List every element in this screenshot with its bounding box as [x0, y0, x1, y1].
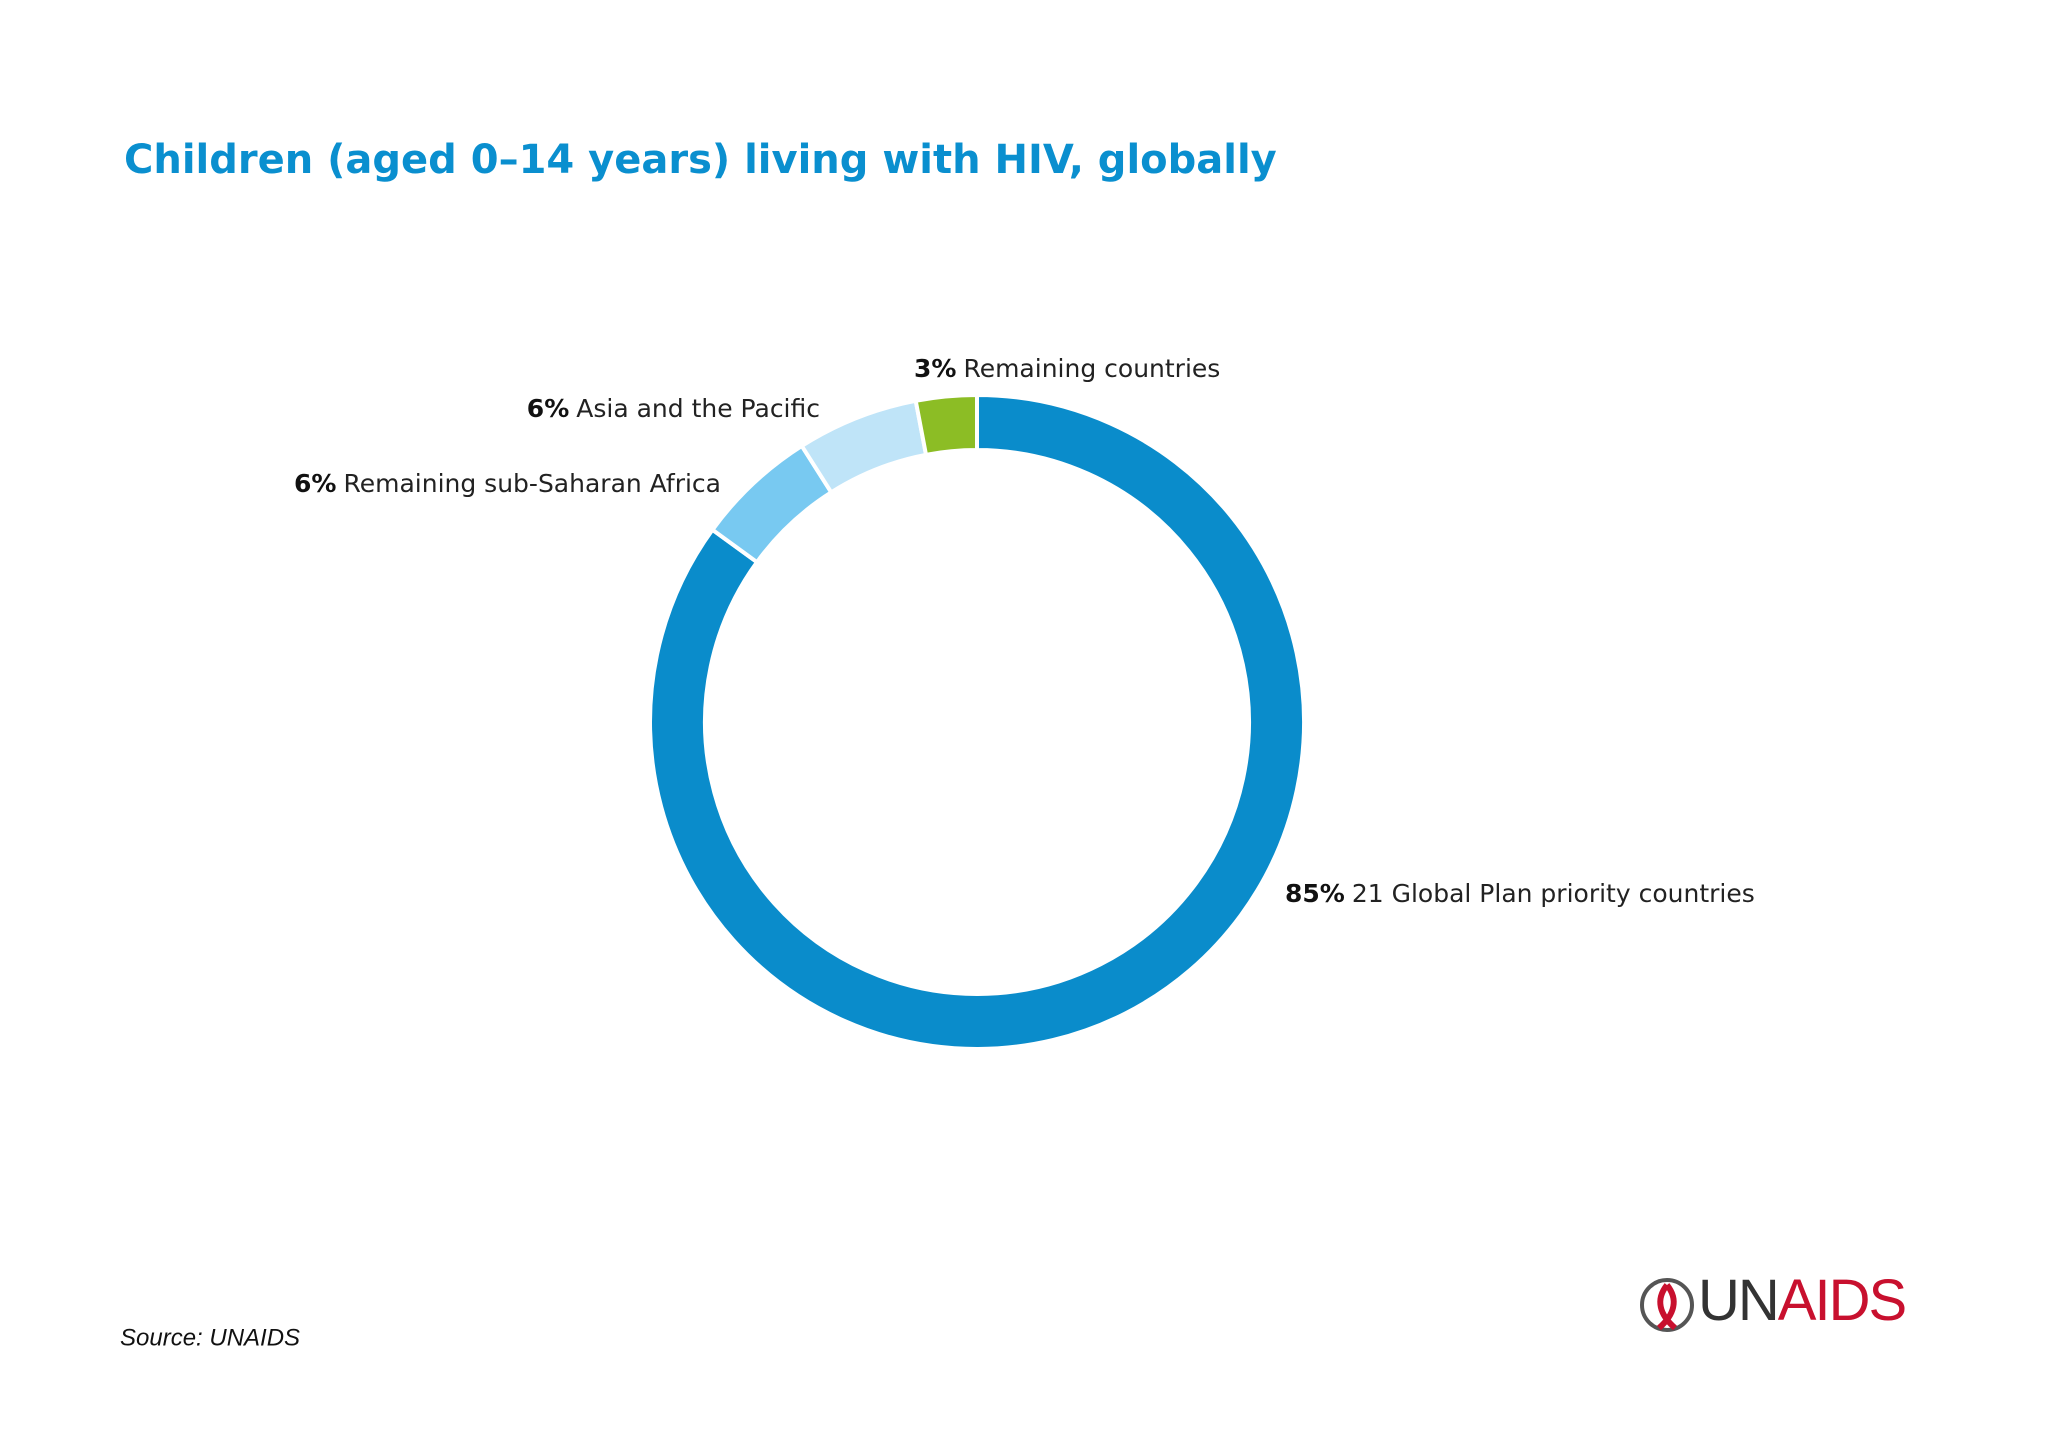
category-label: Asia and the Pacific — [576, 394, 820, 423]
logo: UNAIDS — [1640, 1268, 1907, 1333]
logo-emblem — [1640, 1278, 1694, 1332]
value-label: 3% — [914, 354, 956, 383]
value-label: 6% — [527, 394, 569, 423]
category-label: Remaining countries — [963, 354, 1220, 383]
chart-title: Children (aged 0–14 years) living with H… — [124, 137, 1277, 183]
donut-segment — [799, 398, 929, 496]
logo-ribbon — [1656, 1283, 1678, 1331]
source: Source: UNAIDS — [120, 1324, 300, 1351]
logo-text: UNAIDS — [1698, 1268, 1905, 1333]
segment-label: 6% Asia and the Pacific — [527, 394, 820, 423]
value-label: 85% — [1285, 879, 1345, 908]
category-label: 21 Global Plan priority countries — [1352, 879, 1755, 908]
segment-label: 85% 21 Global Plan priority countries — [1285, 879, 1755, 908]
segment-label: 6% Remaining sub-Saharan Africa — [294, 469, 721, 498]
donut-segment — [913, 392, 979, 458]
segment-label: 3% Remaining countries — [914, 354, 1220, 383]
value-label: 6% — [294, 469, 336, 498]
donut — [648, 392, 1306, 1051]
category-label: Remaining sub-Saharan Africa — [343, 469, 721, 498]
donut-segment — [648, 392, 1306, 1051]
